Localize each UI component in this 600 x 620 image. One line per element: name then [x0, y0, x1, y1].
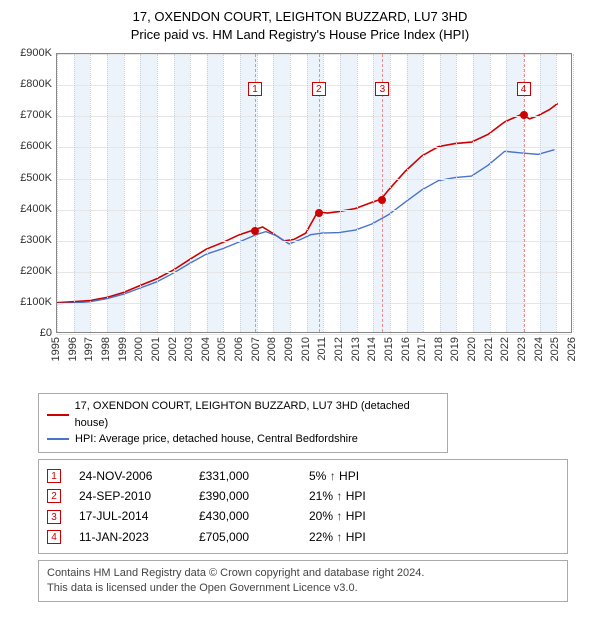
- y-tick-label: £700K: [20, 109, 52, 121]
- x-tick-label: 2007: [250, 337, 262, 361]
- legend-label: HPI: Average price, detached house, Cent…: [75, 431, 358, 448]
- x-tick-label: 2000: [133, 337, 145, 361]
- events-table: 1 24-NOV-2006£331,0005% ↑ HPI 2 24-SEP-2010…: [38, 459, 568, 555]
- y-tick-label: £800K: [20, 78, 52, 90]
- x-tick-label: 2011: [316, 337, 328, 361]
- footer-box: Contains HM Land Registry data © Crown c…: [38, 560, 568, 602]
- event-row: 1 24-NOV-2006£331,0005% ↑ HPI: [47, 466, 559, 486]
- x-tick-label: 2018: [433, 337, 445, 361]
- event-price: £705,000: [199, 527, 309, 547]
- x-tick-label: 2025: [549, 337, 561, 361]
- x-tick-label: 2008: [266, 337, 278, 361]
- event-date: 11-JAN-2023: [79, 527, 199, 547]
- x-tick-label: 2012: [333, 337, 345, 361]
- event-date: 24-NOV-2006: [79, 466, 199, 486]
- x-tick-label: 2017: [416, 337, 428, 361]
- event-number-box: 3: [47, 510, 61, 524]
- x-axis-labels: 1995199619971998199920002001200220032004…: [56, 337, 572, 387]
- event-marker-label: 4: [517, 82, 531, 96]
- legend-row: 17, OXENDON COURT, LEIGHTON BUZZARD, LU7…: [47, 398, 439, 431]
- event-price: £331,000: [199, 466, 309, 486]
- x-tick-label: 1996: [67, 337, 79, 361]
- event-pct: 22% ↑ HPI: [309, 527, 459, 547]
- x-tick-label: 1998: [100, 337, 112, 361]
- event-pct: 20% ↑ HPI: [309, 506, 459, 526]
- x-tick-label: 2023: [516, 337, 528, 361]
- event-row: 4 11-JAN-2023£705,00022% ↑ HPI: [47, 527, 559, 547]
- arrow-up-icon: ↑: [336, 509, 342, 523]
- chart-area: £0£100K£200K£300K£400K£500K£600K£700K£80…: [10, 47, 590, 387]
- x-tick-label: 2022: [499, 337, 511, 361]
- sale-dot: [251, 227, 259, 235]
- sale-dot: [315, 209, 323, 217]
- legend-box: 17, OXENDON COURT, LEIGHTON BUZZARD, LU7…: [38, 393, 448, 453]
- event-price: £390,000: [199, 486, 309, 506]
- x-tick-label: 2001: [150, 337, 162, 361]
- y-tick-label: £500K: [20, 172, 52, 184]
- x-tick-label: 2021: [483, 337, 495, 361]
- event-row: 2 24-SEP-2010£390,00021% ↑ HPI: [47, 486, 559, 506]
- plot-region: 1 2 3 4: [56, 53, 572, 333]
- footer-line2: This data is licensed under the Open Gov…: [47, 581, 559, 596]
- x-tick-label: 1999: [117, 337, 129, 361]
- y-tick-label: £400K: [20, 203, 52, 215]
- x-tick-label: 1997: [83, 337, 95, 361]
- x-tick-label: 2013: [350, 337, 362, 361]
- x-tick-label: 2014: [366, 337, 378, 361]
- y-tick-label: £300K: [20, 234, 52, 246]
- x-tick-label: 2024: [533, 337, 545, 361]
- x-tick-label: 2016: [400, 337, 412, 361]
- event-number-box: 1: [47, 469, 61, 483]
- title-line1: 17, OXENDON COURT, LEIGHTON BUZZARD, LU7…: [10, 8, 590, 26]
- event-number-box: 2: [47, 489, 61, 503]
- legend-swatch: [47, 438, 69, 440]
- sale-dot: [378, 196, 386, 204]
- x-tick-label: 2005: [216, 337, 228, 361]
- y-tick-label: £100K: [20, 296, 52, 308]
- x-tick-label: 2006: [233, 337, 245, 361]
- event-date: 24-SEP-2010: [79, 486, 199, 506]
- event-marker-label: 1: [248, 82, 262, 96]
- event-row: 3 17-JUL-2014£430,00020% ↑ HPI: [47, 506, 559, 526]
- legend-label: 17, OXENDON COURT, LEIGHTON BUZZARD, LU7…: [75, 398, 439, 431]
- event-pct: 5% ↑ HPI: [309, 466, 459, 486]
- arrow-up-icon: ↑: [336, 489, 342, 503]
- x-tick-label: 1995: [50, 337, 62, 361]
- legend-swatch: [47, 414, 69, 416]
- x-tick-label: 2003: [183, 337, 195, 361]
- title-line2: Price paid vs. HM Land Registry's House …: [10, 26, 590, 44]
- event-marker-label: 3: [375, 82, 389, 96]
- x-tick-label: 2019: [449, 337, 461, 361]
- x-tick-label: 2026: [566, 337, 578, 361]
- x-tick-label: 2010: [300, 337, 312, 361]
- x-tick-label: 2004: [200, 337, 212, 361]
- event-number-box: 4: [47, 530, 61, 544]
- footer-line1: Contains HM Land Registry data © Crown c…: [47, 566, 559, 581]
- x-tick-label: 2020: [466, 337, 478, 361]
- event-price: £430,000: [199, 506, 309, 526]
- x-tick-label: 2015: [383, 337, 395, 361]
- x-tick-label: 2009: [283, 337, 295, 361]
- arrow-up-icon: ↑: [336, 530, 342, 544]
- event-pct: 21% ↑ HPI: [309, 486, 459, 506]
- arrow-up-icon: ↑: [330, 469, 336, 483]
- y-tick-label: £200K: [20, 265, 52, 277]
- y-tick-label: £600K: [20, 140, 52, 152]
- y-tick-label: £900K: [20, 47, 52, 59]
- sale-dot: [520, 111, 528, 119]
- legend-row: HPI: Average price, detached house, Cent…: [47, 431, 439, 448]
- event-marker-label: 2: [312, 82, 326, 96]
- event-date: 17-JUL-2014: [79, 506, 199, 526]
- x-tick-label: 2002: [167, 337, 179, 361]
